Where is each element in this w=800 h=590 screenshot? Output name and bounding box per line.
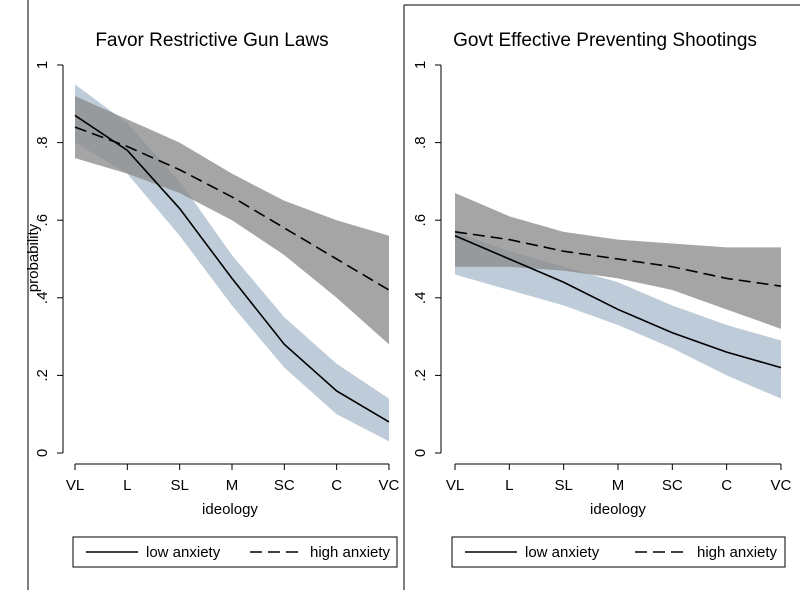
panel-2-legend-label-high: high anxiety xyxy=(697,544,778,561)
panel-2-x-tick-label: C xyxy=(721,477,732,494)
panel-1-legend-label-high: high anxiety xyxy=(310,544,391,561)
panel-1-y-tick-label: 1 xyxy=(34,61,51,69)
panel-2-legend: low anxiety high anxiety xyxy=(451,536,786,568)
panel-2-y-tick-label: .8 xyxy=(412,136,429,149)
panel-1-ylabel: probability xyxy=(25,223,42,292)
panel-2-line-high-anxiety xyxy=(454,231,782,287)
panel-1-y-tick-label: .8 xyxy=(34,136,51,149)
panel-1-legend-label-low: low anxiety xyxy=(146,544,221,561)
panel-1-plot: 0 .2 .4 .6 .8 1 VL L SL M SC C VC xyxy=(34,61,400,494)
panel-1-y-tick-label: .2 xyxy=(34,369,51,382)
panel-1-line-low-anxiety xyxy=(74,114,390,423)
panel-1-y-tick-label: .4 xyxy=(34,292,51,305)
panel-1-x-tick-label: SC xyxy=(274,477,295,494)
panel-2-xlabel: ideology xyxy=(590,501,646,518)
panel-1-line-high-anxiety xyxy=(74,126,390,291)
panel-1-title: Favor Restrictive Gun Laws xyxy=(95,30,328,51)
panel-1-x-tick-label: VL xyxy=(66,477,84,494)
panel-1-y-tick-label: 0 xyxy=(34,449,51,457)
panel-2-y-tick-label: .4 xyxy=(412,292,429,305)
panel-1-x-tick-label: VC xyxy=(379,477,400,494)
panel-2-x-tick-label: M xyxy=(612,477,625,494)
panel-1-x-tick-label: C xyxy=(331,477,342,494)
panel-2-y-tick-label: 0 xyxy=(412,449,429,457)
panel-1-xlabel: ideology xyxy=(202,501,258,518)
panel-1-y-tick-label: .6 xyxy=(34,214,51,227)
panel-2-y-tick-label: .6 xyxy=(412,214,429,227)
panel-1-x-tick-label: SL xyxy=(170,477,188,494)
panel-1-band-high-anxiety xyxy=(75,96,389,345)
panel-1-x-tick-label: M xyxy=(226,477,239,494)
panel-2-x-tick-label: SC xyxy=(662,477,683,494)
panel-2-y-tick-label: 1 xyxy=(412,61,429,69)
panel-2-x-tick-label: VC xyxy=(771,477,792,494)
panel-2-title: Govt Effective Preventing Shootings xyxy=(453,30,757,51)
panel-2-x-tick-label: SL xyxy=(554,477,572,494)
panel-1: Favor Restrictive Gun Laws 0 .2 .4 .6 .8 1 VL L… xyxy=(25,30,400,568)
panel-1-x-tick-label: L xyxy=(123,477,131,494)
panel-1-legend: low anxiety high anxiety xyxy=(72,536,398,568)
panel-2: Govt Effective Preventing Shootings 0 .2.… xyxy=(412,30,792,568)
panel-2-x-tick-label: L xyxy=(505,477,513,494)
panel-2-band-high-anxiety xyxy=(455,193,781,329)
panel-2-plot: 0 .2 .4 .6 .8 1 VL L SL M SC C VC xyxy=(412,61,792,494)
panel-2-line-low-anxiety xyxy=(454,234,782,369)
panel-2-x-tick-label: VL xyxy=(446,477,464,494)
panel-2-legend-label-low: low anxiety xyxy=(525,544,600,561)
panel-2-band-low-anxiety xyxy=(455,231,781,399)
panel-2-y-tick-label: .2 xyxy=(412,369,429,382)
